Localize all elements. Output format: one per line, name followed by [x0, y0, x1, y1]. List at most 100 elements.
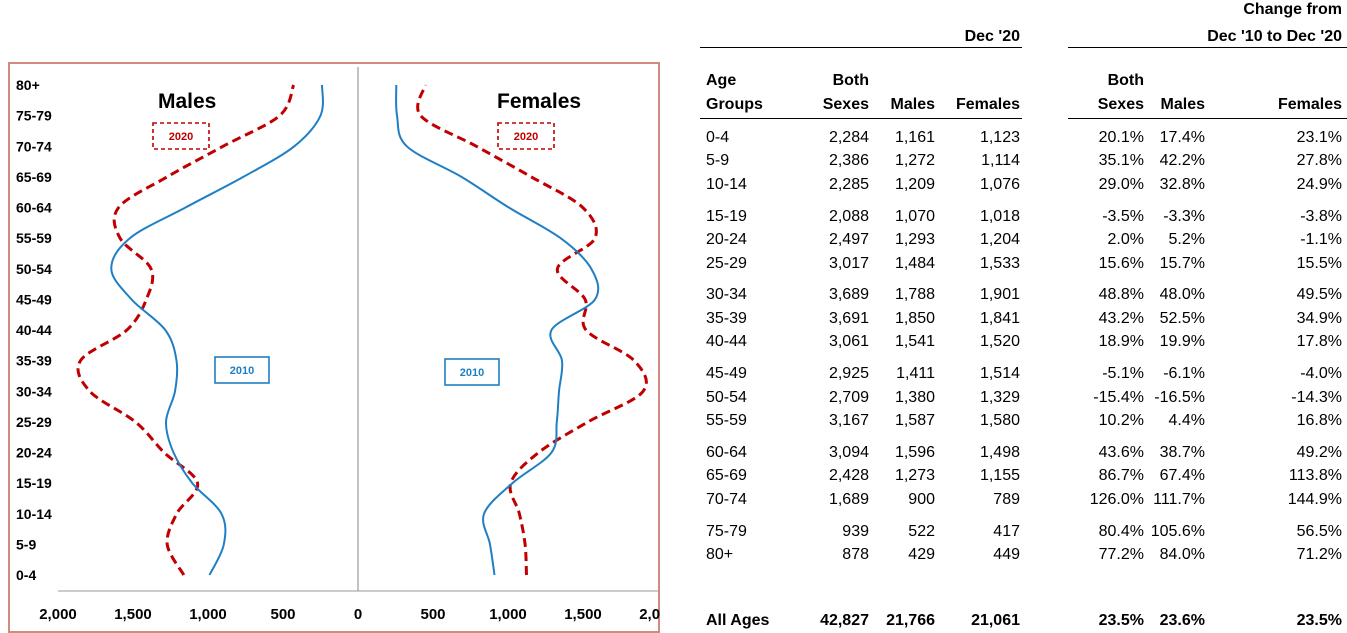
table-cell: 43.2% [1098, 309, 1144, 327]
table-cell: 2,088 [828, 207, 869, 225]
age-tick-label: 30-34 [16, 383, 52, 399]
table-cell: -5.1% [1102, 365, 1144, 383]
age-tick-label: 70-74 [16, 138, 52, 154]
table-cell: 1,329 [979, 388, 1020, 406]
col-header-change-females: Females [1277, 96, 1342, 113]
males-2010-annotation-label: 2010 [230, 365, 254, 377]
table-total-cell: 23.6% [1159, 612, 1205, 629]
table-cell: 1,541 [894, 333, 935, 351]
table-total-cell: 23.5% [1098, 612, 1144, 629]
table-cell: 77.2% [1098, 545, 1144, 563]
table-cell: -1.1% [1300, 231, 1342, 249]
table-cell: 49.2% [1296, 443, 1342, 461]
table-cell: -3.3% [1163, 207, 1205, 225]
table-cell-age: 30-34 [706, 286, 747, 304]
x-tick-label-left: 1,000 [189, 606, 227, 623]
table-cell: 29.0% [1098, 175, 1144, 193]
table-total-cell: 23.5% [1296, 612, 1342, 629]
table-cell: -4.0% [1300, 365, 1342, 383]
males-2020-annotation-box [152, 122, 210, 150]
table-cell: 2,428 [828, 467, 869, 485]
table-cell-age: 75-79 [706, 522, 747, 540]
table-cell-age: 10-14 [706, 175, 747, 193]
table-cell: 1,514 [979, 365, 1020, 383]
table-cell-age: 5-9 [706, 152, 730, 170]
table-cell: 1,533 [979, 254, 1020, 272]
table-cell: 15.7% [1159, 254, 1205, 272]
population-table: Change from Dec '20 Dec '10 to Dec '20 Age G… [700, 0, 1347, 633]
table-cell-age: 80+ [706, 545, 734, 563]
table-total-cell: 42,827 [820, 612, 869, 629]
table-cell: -14.3% [1291, 388, 1342, 406]
table-cell: 71.2% [1296, 545, 1342, 563]
table-cell: 84.0% [1159, 545, 1205, 563]
dec20-group-header: Dec '20 [964, 28, 1020, 45]
x-tick-label-right: 1,000 [489, 606, 527, 623]
table-cell: 3,094 [828, 443, 869, 461]
table-cell: 38.7% [1159, 443, 1205, 461]
females-2010-annotation-box [444, 358, 500, 386]
age-tick-label: 65-69 [16, 169, 52, 185]
table-cell: 20.1% [1098, 129, 1144, 146]
females-2020-annotation-box [497, 122, 555, 150]
age-tick-label: 50-54 [16, 261, 52, 277]
col-header-change-both: Both [1107, 72, 1144, 89]
header-bottom-line-right [1068, 118, 1347, 119]
table-cell: 3,017 [828, 254, 869, 272]
col-header-females: Females [955, 96, 1020, 113]
table-cell: 939 [842, 522, 869, 540]
table-cell: 34.9% [1296, 309, 1342, 327]
table-cell: 52.5% [1159, 309, 1205, 327]
table-cell: 67.4% [1159, 467, 1205, 485]
table-cell: 2,925 [828, 365, 869, 383]
pyramid-svg: 0-4 5-9 10-14 15-19 20-24 25-29 30-34 35-39 40-4… [8, 62, 660, 633]
age-tick-label: 80+ [16, 77, 40, 93]
table-cell: 3,691 [828, 309, 869, 327]
table-cell: 1,272 [894, 152, 935, 170]
table-cell: 1,788 [894, 286, 935, 304]
table-cell: 48.0% [1159, 286, 1205, 304]
table-cell: 1,484 [894, 254, 935, 272]
x-tick-label-left: 500 [270, 606, 295, 623]
males-title: Males [158, 90, 216, 113]
table-cell: 900 [908, 490, 935, 508]
age-tick-label: 10-14 [16, 506, 52, 522]
table-cell: 126.0% [1089, 490, 1144, 508]
table-cell: 24.9% [1296, 175, 1342, 193]
table-cell: 1,155 [979, 467, 1020, 485]
table-cell: 1,596 [894, 443, 935, 461]
population-pyramid-chart: 0-4 5-9 10-14 15-19 20-24 25-29 30-34 35-39 40-4… [8, 62, 660, 633]
table-cell: 2,497 [828, 231, 869, 249]
table-cell: 35.1% [1098, 152, 1144, 170]
chart-frame [8, 62, 660, 633]
table-cell: 5.2% [1168, 231, 1205, 249]
age-tick-label: 45-49 [16, 291, 52, 307]
table-cell: 449 [993, 545, 1020, 563]
table-cell: 48.8% [1098, 286, 1144, 304]
col-header-change-both-2: Sexes [1097, 96, 1144, 113]
table-cell: 1,273 [894, 467, 935, 485]
table-cell: 113.8% [1288, 467, 1342, 485]
table-cell: 2,285 [828, 175, 869, 193]
table-cell: 32.8% [1159, 175, 1205, 193]
age-tick-label: 15-19 [16, 475, 52, 491]
col-header-age: Age [706, 72, 737, 89]
x-tick-label-left: 2,000 [39, 606, 77, 623]
table-cell: 429 [908, 545, 935, 563]
table-cell: 18.9% [1098, 333, 1144, 351]
age-tick-label: 25-29 [16, 414, 52, 430]
table-cell: 1,498 [979, 443, 1020, 461]
table-cell: 15.6% [1098, 254, 1144, 272]
table-cell: 1,070 [894, 207, 935, 225]
table-cell: 2,284 [828, 129, 869, 146]
table-cell: 1,380 [894, 388, 935, 406]
table-cell: 23.1% [1296, 129, 1342, 146]
age-tick-label: 60-64 [16, 200, 52, 216]
table-cell: -3.5% [1102, 207, 1144, 225]
table-cell: 19.9% [1159, 333, 1205, 351]
table-cell: 80.4% [1098, 522, 1144, 540]
table-cell: 111.7% [1153, 490, 1205, 508]
table-cell: 3,061 [828, 333, 869, 351]
table-cell-age: 55-59 [706, 411, 747, 429]
x-tick-label-right: 1,500 [564, 606, 602, 623]
